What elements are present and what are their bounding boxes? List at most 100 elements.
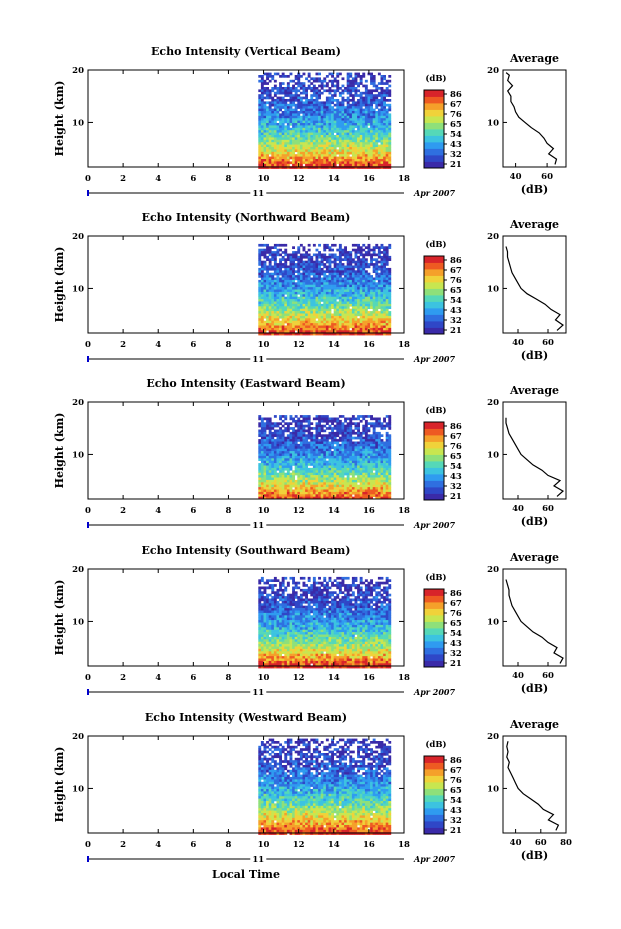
heatmap-cell [318,429,321,433]
heatmap-cell [349,311,353,314]
heatmap-cell [346,151,350,155]
heatmap-cell [310,287,314,290]
heatmap-cell [273,422,277,425]
heatmap-cell [276,96,280,100]
heatmap-cell [359,491,363,495]
heatmap-cell [273,287,277,290]
heatmap-cell [357,135,360,138]
heatmap-cell [380,144,384,148]
heatmap-cell [380,265,384,269]
heatmap-cell [260,120,264,124]
heatmap-cell [325,306,329,309]
heatmap-cell [258,294,262,297]
heatmap-cell [359,419,363,423]
heatmap-cell [310,443,314,447]
heatmap-cell [302,260,306,264]
heatmap-cell [281,125,285,129]
heatmap-cell [344,315,347,319]
heatmap-cell [338,429,342,433]
heatmap-cell [341,303,345,307]
heatmap-cell [299,265,303,269]
heatmap-cell [328,289,332,293]
heatmap-cell [328,258,332,261]
heatmap-cell [336,496,340,500]
heatmap-cell [344,144,347,148]
colorbar-segment [424,96,444,104]
heatmap-cell [336,275,340,278]
heatmap-cell [388,315,392,319]
heatmap-cell [268,330,272,333]
heatmap-cell [258,96,262,100]
heatmap-cell [258,253,262,257]
heatmap-cell [341,142,345,145]
heatmap-cell [310,270,314,273]
heatmap-cell [333,470,337,473]
heatmap-cell [292,443,295,447]
heatmap-cell [271,127,275,131]
heatmap-cell [367,263,371,266]
heatmap-cell [323,265,327,269]
heatmap-cell [263,446,267,449]
heatmap-cell [336,472,340,476]
heatmap-cell [273,299,277,302]
heatmap-cell [271,494,275,497]
heatmap-cell [263,436,267,440]
heatmap-cell [354,453,358,457]
heatmap-cell [271,313,275,317]
heatmap-cell [351,96,355,100]
heatmap-cell [375,147,379,150]
heatmap-cell [315,142,319,145]
heatmap-cell [271,484,275,488]
heatmap-cell [349,75,353,78]
heatmap-cell [315,120,319,124]
heatmap-cell [271,330,275,333]
heatmap-cell [310,332,314,336]
heatmap-cell [375,101,379,105]
heatmap-cell [260,311,264,314]
heatmap-cell [263,272,267,276]
heatmap-cell [362,424,366,428]
heatmap-cell [294,130,298,133]
heatmap-cell [344,159,347,162]
heatmap-cell [351,82,355,85]
average-frame [502,235,567,334]
heatmap-cell [338,111,342,114]
heatmap-cell [276,284,280,288]
heatmap-cell [354,159,358,162]
heatmap-cell [359,439,363,442]
heatmap-cell [318,142,321,145]
heatmap-cell [279,443,282,447]
heatmap-cell [388,330,392,333]
heatmap-cell [323,419,327,423]
heatmap-cell [307,431,311,435]
heatmap-cell [333,113,337,117]
heatmap-cell [383,106,386,109]
heatmap-cell [279,108,282,112]
heatmap-cell [312,291,316,295]
heatmap-cell [310,467,314,471]
heatmap-cell [331,272,334,276]
heatmap-cell [266,448,269,452]
heatmap-cell [383,123,386,126]
heatmap-cell [377,277,381,281]
heatmap-cell [263,467,267,471]
heatmap-cell [349,419,353,423]
heatmap-cell [380,82,384,85]
heatmap-cell [320,308,324,312]
heatmap-cell [354,463,358,466]
heatmap-cell [307,467,311,471]
heatmap-cell [336,306,340,309]
heatmap-cell [281,467,285,471]
heatmap-cell [367,149,371,153]
heatmap-cell [263,332,267,336]
heatmap-cell [331,318,334,321]
heatmap-cell [260,494,264,497]
heatmap-cell [338,142,342,145]
heatmap-cell [351,99,355,102]
heatmap-cell [367,115,371,119]
heatmap-cell [276,282,280,285]
x-tick-label: 4 [155,174,161,184]
heatmap-cell [271,327,275,331]
heatmap-cell [344,291,347,295]
heatmap-cell [354,82,358,85]
